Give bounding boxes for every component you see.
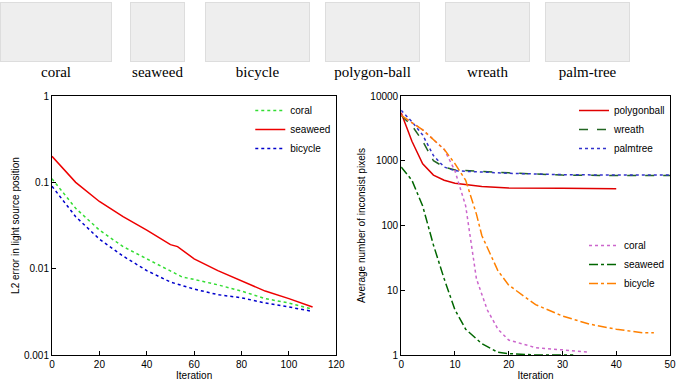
svg-text:80: 80	[236, 359, 248, 370]
svg-text:Iteration: Iteration	[518, 370, 554, 381]
html-text:coral: coral	[41, 64, 71, 80]
svg-text:bicycle: bicycle	[290, 143, 321, 154]
svg-text:wreath: wreath	[613, 124, 644, 135]
html-text:polygon-ball: polygon-ball	[334, 64, 411, 80]
svg-text:30: 30	[557, 359, 569, 370]
svg-text:120: 120	[328, 359, 345, 370]
svg-text:10: 10	[449, 359, 461, 370]
html-text:wreath: wreath	[467, 64, 508, 80]
svg-text:40: 40	[141, 359, 153, 370]
svg-text:1: 1	[393, 350, 399, 361]
svg-text:palmtree: palmtree	[614, 143, 653, 154]
svg-text:0.001: 0.001	[24, 350, 49, 361]
svg-text:seaweed: seaweed	[624, 259, 664, 270]
svg-text:10: 10	[387, 285, 399, 296]
svg-text:100: 100	[381, 220, 398, 231]
svg-text:0: 0	[398, 359, 404, 370]
html-text:seaweed: seaweed	[132, 64, 183, 80]
svg-text:Iteration: Iteration	[176, 370, 212, 381]
svg-text:0.01: 0.01	[30, 263, 50, 274]
svg-text:1000: 1000	[376, 155, 399, 166]
svg-text:Average number of inconsist pi: Average number of inconsist pixels	[356, 148, 367, 303]
svg-text:bicycle: bicycle	[624, 278, 655, 289]
svg-text:0.1: 0.1	[35, 177, 49, 188]
svg-text:polygonball: polygonball	[614, 105, 665, 116]
svg-text:coral: coral	[290, 105, 312, 116]
svg-text:coral: coral	[624, 240, 646, 251]
svg-text:1: 1	[43, 91, 49, 102]
html-text:palm-tree: palm-tree	[558, 64, 617, 80]
svg-text:50: 50	[664, 359, 676, 370]
svg-text:L2 error in light source posit: L2 error in light source position	[10, 157, 21, 294]
svg-text:seaweed: seaweed	[290, 124, 330, 135]
html-text:bicycle: bicycle	[235, 64, 280, 80]
svg-text:60: 60	[189, 359, 201, 370]
svg-text:100: 100	[281, 359, 298, 370]
svg-text:20: 20	[503, 359, 515, 370]
svg-text:0: 0	[49, 359, 55, 370]
svg-text:10000: 10000	[370, 91, 398, 102]
svg-text:20: 20	[94, 359, 106, 370]
svg-text:40: 40	[611, 359, 623, 370]
